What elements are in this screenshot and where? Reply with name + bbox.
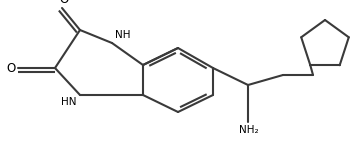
- Text: O: O: [59, 0, 68, 6]
- Text: HN: HN: [61, 97, 77, 107]
- Text: O: O: [7, 62, 16, 75]
- Text: NH: NH: [115, 30, 131, 40]
- Text: NH₂: NH₂: [239, 125, 259, 135]
